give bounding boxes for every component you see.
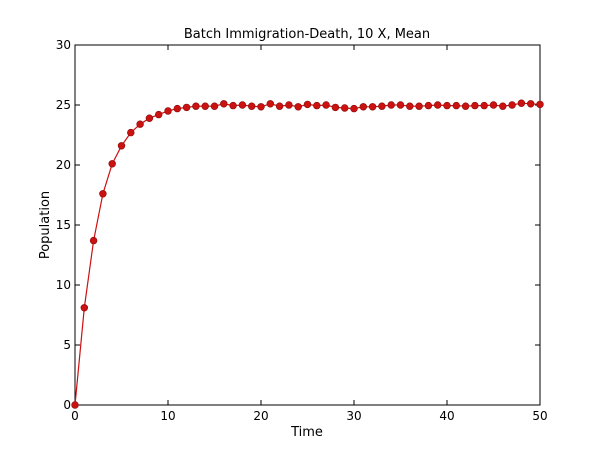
y-tick-label: 15 (56, 218, 71, 232)
data-point (424, 101, 433, 110)
data-point (508, 101, 516, 109)
data-point (220, 100, 228, 108)
data-point (313, 101, 321, 110)
y-tick-label: 10 (56, 278, 71, 292)
x-tick-label: 50 (532, 409, 547, 423)
data-point (322, 101, 330, 109)
data-point (99, 190, 107, 198)
data-point (406, 102, 414, 110)
data-point (368, 103, 377, 111)
x-tick-label: 0 (71, 409, 79, 423)
data-point (266, 100, 274, 108)
plot-area: 0 10 20 30 40 50 0 5 10 15 20 25 30 (56, 38, 548, 423)
y-tick-label: 20 (56, 158, 71, 172)
y-tick-label: 0 (63, 398, 71, 412)
data-point (443, 101, 451, 110)
data-point (145, 114, 154, 122)
data-point (517, 99, 526, 107)
data-point (378, 102, 386, 110)
data-point (471, 101, 479, 110)
data-point (108, 160, 116, 168)
data-point (303, 100, 312, 109)
y-tick-label: 25 (56, 98, 71, 112)
data-point (294, 103, 302, 111)
data-point (415, 102, 423, 110)
data-point (238, 101, 247, 109)
data-point (127, 128, 135, 137)
data-point (257, 103, 265, 111)
y-tick-label: 5 (63, 338, 71, 352)
data-point (526, 100, 535, 108)
data-point (248, 102, 256, 110)
data-point (387, 101, 395, 109)
x-tick-label: 30 (346, 409, 361, 423)
data-point (536, 100, 544, 109)
data-point (452, 101, 460, 110)
data-point (341, 104, 349, 112)
x-tick-label: 20 (253, 409, 268, 423)
chart-title: Batch Immigration-Death, 10 X, Mean (184, 27, 430, 42)
data-point (136, 120, 144, 128)
x-axis-ticks: 0 10 20 30 40 50 (71, 45, 548, 423)
data-point (117, 142, 126, 150)
series-line (74, 102, 541, 406)
axes-frame (74, 44, 541, 406)
x-tick-label: 10 (160, 409, 175, 423)
series-points (71, 99, 544, 409)
data-point (229, 101, 237, 110)
data-point (155, 110, 163, 119)
data-point (201, 102, 209, 110)
data-point (164, 107, 172, 115)
data-point (89, 236, 98, 245)
data-point (480, 101, 488, 110)
data-point (331, 103, 340, 112)
data-point (285, 101, 293, 109)
y-axis-label: Population (38, 191, 53, 259)
y-tick-label: 30 (56, 38, 71, 52)
data-point (461, 102, 470, 110)
data-point (350, 104, 358, 113)
data-point (489, 101, 498, 109)
data-point (182, 103, 191, 112)
data-point (210, 102, 219, 110)
data-point (359, 103, 367, 111)
data-point (71, 401, 79, 409)
data-point (80, 304, 89, 312)
data-point (396, 101, 405, 109)
data-point (434, 101, 442, 109)
data-point (499, 102, 507, 110)
x-axis-label: Time (290, 425, 323, 440)
data-point (192, 102, 200, 110)
x-tick-label: 40 (439, 409, 454, 423)
data-point (173, 104, 182, 113)
y-axis-ticks: 0 5 10 15 20 25 30 (56, 38, 540, 412)
data-point (275, 102, 284, 110)
